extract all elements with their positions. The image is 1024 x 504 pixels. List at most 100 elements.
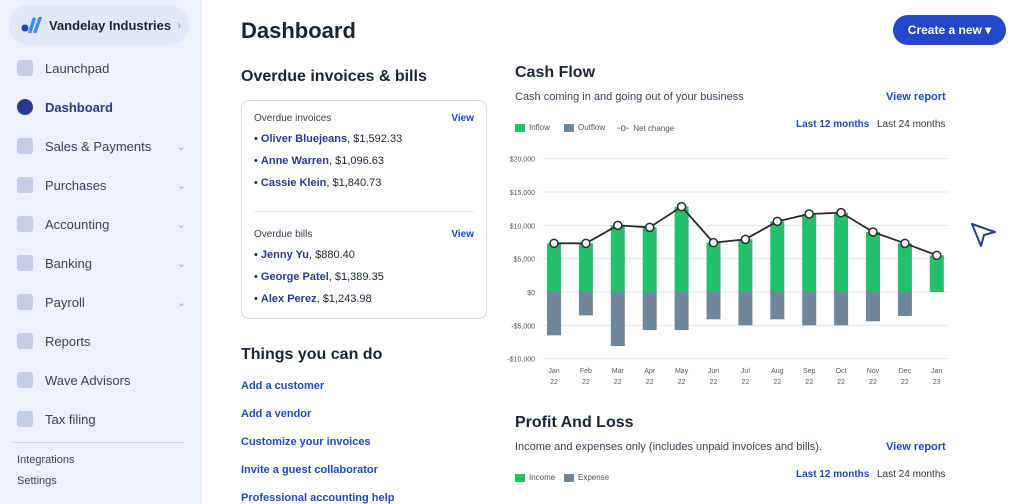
inflow-bar bbox=[866, 232, 880, 292]
sidebar-item-label: Banking bbox=[45, 255, 92, 271]
sidebar-item-settings[interactable]: Settings bbox=[17, 475, 57, 487]
x-tick-label: Mar 22 bbox=[612, 368, 625, 386]
net-change-point bbox=[772, 216, 783, 227]
net-change-point bbox=[676, 201, 687, 212]
inflow-bar bbox=[929, 255, 944, 292]
inflow-bar bbox=[610, 225, 625, 292]
chevron-down-icon[interactable]: ⌄ bbox=[176, 257, 186, 270]
outflow-bar bbox=[610, 292, 625, 346]
expense-swatch bbox=[564, 473, 574, 482]
legend-inflow: Inflow bbox=[515, 123, 550, 132]
cashflow-view-report[interactable]: View report bbox=[886, 91, 946, 103]
y-tick-label: $5,000 bbox=[514, 257, 536, 264]
chevron-down-icon[interactable]: ⌄ bbox=[176, 296, 186, 309]
pnl-last-12-months[interactable]: Last 12 months bbox=[796, 469, 870, 480]
things-title: Things you can do bbox=[241, 346, 383, 363]
sidebar-item-accounting[interactable]: Accounting ⌄ bbox=[0, 209, 200, 239]
amount: , $1,840.73 bbox=[326, 177, 382, 189]
outflow-bar bbox=[866, 292, 880, 322]
card-icon bbox=[17, 138, 33, 154]
sidebar-item-integrations[interactable]: Integrations bbox=[17, 454, 75, 466]
chevron-down-icon[interactable]: ⌄ bbox=[176, 218, 186, 231]
sidebar-item-payroll[interactable]: Payroll ⌄ bbox=[0, 287, 200, 317]
amount: , $1,243.98 bbox=[316, 293, 372, 305]
legend-income-label: Income bbox=[529, 473, 556, 482]
action-link[interactable]: Add a customer bbox=[241, 380, 325, 392]
sidebar-item-label: Wave Advisors bbox=[45, 372, 131, 388]
contact-link[interactable]: Anne Warren bbox=[260, 155, 329, 167]
pnl-view-report[interactable]: View report bbox=[886, 441, 946, 453]
inflow-bar bbox=[834, 212, 849, 292]
sidebar-item-purchases[interactable]: Purchases ⌄ bbox=[0, 170, 200, 200]
outflow-swatch bbox=[564, 123, 574, 132]
net-change-marker-icon: -o- bbox=[617, 123, 630, 134]
x-tick-label: Dec 22 bbox=[899, 368, 912, 386]
cashflow-last-24-months[interactable]: Last 24 months bbox=[877, 119, 946, 130]
net-change-point bbox=[804, 209, 814, 219]
y-tick-label: -$5,000 bbox=[511, 323, 535, 330]
people-icon bbox=[17, 372, 33, 388]
overdue-card: Overdue invoices View • Oliver Bluejeans… bbox=[241, 100, 487, 319]
action-link[interactable]: Add a vendor bbox=[241, 408, 312, 420]
contact-link[interactable]: Alex Perez bbox=[260, 293, 317, 305]
y-tick-label: -$10,000 bbox=[507, 357, 535, 364]
contact-link[interactable]: Cassie Klein bbox=[260, 177, 327, 189]
inflow-bar bbox=[770, 221, 785, 292]
income-swatch bbox=[515, 473, 525, 482]
cashflow-last-12-months[interactable]: Last 12 months bbox=[796, 119, 870, 130]
action-link[interactable]: Customize your invoices bbox=[241, 436, 371, 448]
business-switcher[interactable]: Vandelay Industries › bbox=[9, 5, 189, 45]
legend-net-label: Net change bbox=[633, 124, 675, 133]
inflow-bar bbox=[578, 243, 593, 292]
contact-link[interactable]: George Patel bbox=[260, 271, 329, 283]
action-link[interactable]: Professional accounting help bbox=[241, 492, 395, 504]
pnl-title: Profit And Loss bbox=[515, 414, 634, 431]
x-tick-label: Sep 22 bbox=[803, 368, 816, 386]
outflow-bar bbox=[642, 292, 657, 330]
legend-income: Income bbox=[515, 473, 555, 482]
x-tick-label: Oct 22 bbox=[836, 368, 847, 386]
x-tick-label: Jul 22 bbox=[741, 368, 750, 386]
inflow-bar bbox=[547, 243, 561, 292]
x-tick-label: Apr 22 bbox=[644, 368, 656, 386]
sidebar-item-tax-filing[interactable]: Tax filing bbox=[0, 404, 200, 434]
chevron-down-icon[interactable]: ⌄ bbox=[176, 140, 186, 153]
sidebar-item-reports[interactable]: Reports bbox=[0, 326, 200, 356]
contact-link[interactable]: Oliver Bluejeans bbox=[260, 133, 348, 145]
sidebar-item-label: Sales & Payments bbox=[45, 138, 152, 154]
outflow-bar bbox=[834, 292, 849, 326]
net-change-point bbox=[581, 238, 591, 249]
y-tick-label: $15,000 bbox=[510, 190, 535, 197]
net-change-point bbox=[836, 207, 846, 218]
create-new-button[interactable]: Create a new ▾ bbox=[893, 15, 1006, 45]
inflow-bar bbox=[706, 242, 721, 292]
sidebar-item-label: Purchases bbox=[45, 177, 107, 193]
outflow-bar bbox=[770, 292, 785, 320]
receipt-icon bbox=[17, 177, 33, 193]
overdue-bills-label: Overdue bills bbox=[254, 229, 313, 240]
net-change-point bbox=[644, 222, 655, 233]
net-change-point bbox=[708, 237, 719, 248]
business-name: Vandelay Industries bbox=[49, 17, 172, 33]
sidebar-item-wave-advisors[interactable]: Wave Advisors bbox=[0, 365, 200, 395]
outflow-bar bbox=[674, 292, 689, 330]
outflow-bar bbox=[738, 292, 753, 326]
amount: , $1,592.33 bbox=[347, 133, 403, 145]
view-invoices-link[interactable]: View bbox=[451, 113, 474, 124]
amount: , $1,389.35 bbox=[328, 271, 384, 283]
pnl-last-24-months[interactable]: Last 24 months bbox=[877, 469, 946, 480]
sidebar-item-banking[interactable]: Banking ⌄ bbox=[0, 248, 200, 278]
sidebar-item-dashboard[interactable]: Dashboard bbox=[0, 92, 200, 122]
page-title: Dashboard bbox=[241, 18, 356, 43]
view-bills-link[interactable]: View bbox=[451, 229, 474, 240]
overdue-bill-item: • Jenny Yu, $880.40 bbox=[254, 249, 355, 261]
y-tick-label: $20,000 bbox=[510, 157, 535, 164]
x-tick-label: May 22 bbox=[675, 368, 689, 386]
sidebar-item-sales-payments[interactable]: Sales & Payments ⌄ bbox=[0, 131, 200, 161]
action-link[interactable]: Invite a guest collaborator bbox=[241, 464, 378, 476]
contact-link[interactable]: Jenny Yu bbox=[260, 249, 310, 261]
chevron-down-icon[interactable]: ⌄ bbox=[176, 179, 186, 192]
overdue-title: Overdue invoices & bills bbox=[241, 68, 427, 85]
scale-icon bbox=[17, 216, 33, 232]
sidebar-item-launchpad[interactable]: Launchpad bbox=[0, 53, 200, 83]
